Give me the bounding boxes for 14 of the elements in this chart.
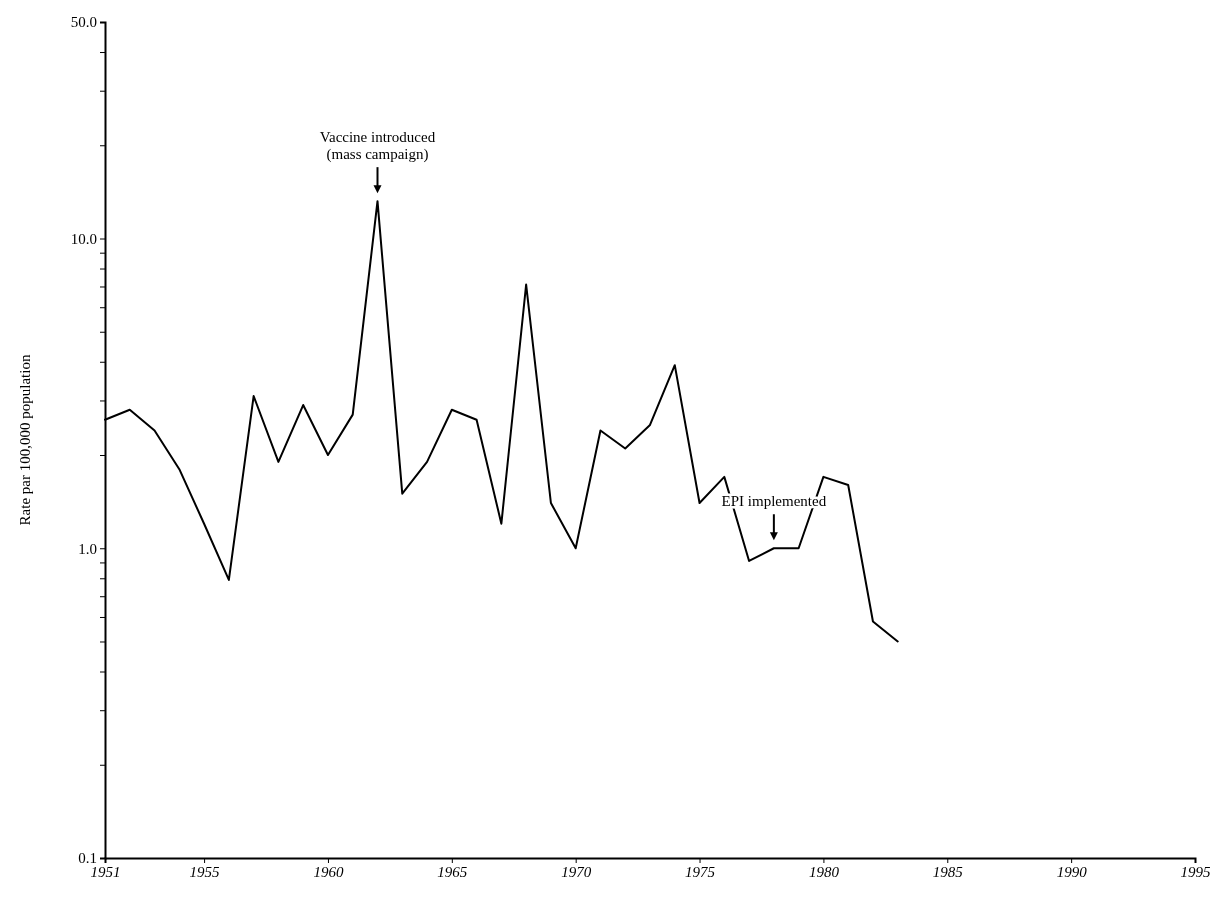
- y-tick-label: 10.0: [70, 230, 97, 247]
- x-tick-label: 1970: [561, 863, 592, 880]
- x-tick-label: 1995: [1180, 863, 1211, 880]
- x-tick-label: 1955: [189, 863, 221, 880]
- y-axis-title: Rate par 100,000 population: [17, 354, 33, 526]
- y-tick-label: 50.0: [70, 14, 97, 31]
- x-tick-label: 1985: [932, 863, 964, 880]
- x-tick-label: 1960: [313, 863, 344, 880]
- x-tick-label: 1990: [1056, 863, 1088, 880]
- x-tick-label: 1975: [685, 863, 716, 880]
- x-tick-label: 1965: [437, 863, 468, 880]
- x-tick-label: 1980: [808, 863, 840, 880]
- annotation: Vaccine introduced (mass campaign): [319, 129, 436, 164]
- y-tick-label: 1.0: [78, 540, 97, 557]
